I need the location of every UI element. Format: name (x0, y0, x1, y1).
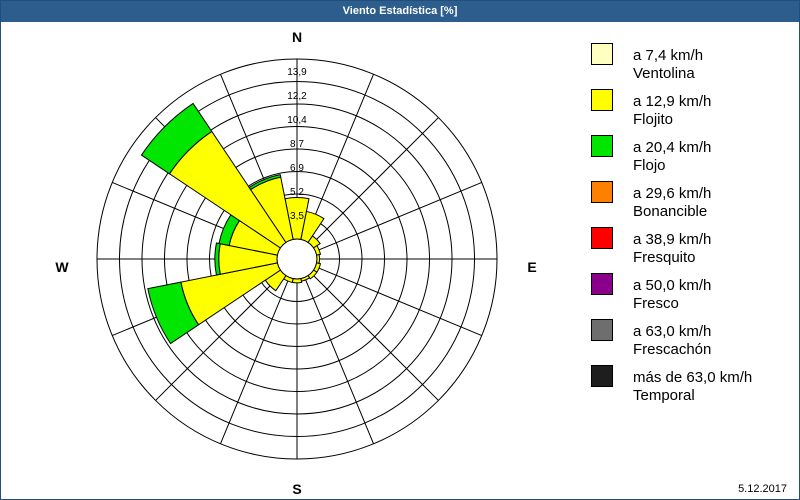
legend-name-label: Ventolina (633, 65, 695, 82)
wind-petal-segment (307, 269, 318, 280)
legend-name-label: Fresquito (633, 249, 696, 266)
wind-petal-segment (300, 274, 311, 282)
legend-swatch (591, 43, 613, 65)
ring-value-label: 3,5 (290, 211, 304, 222)
wind-petal-segment (147, 281, 200, 345)
legend-swatch (591, 319, 613, 341)
compass-north-label: N (292, 29, 302, 45)
window-title: Viento Estadística [%] (1, 1, 799, 22)
grid-spoke (310, 117, 439, 246)
grid-spoke (304, 74, 374, 241)
legend-speed-label: a 63,0 km/h (633, 323, 712, 340)
ring-value-label: 10,4 (287, 115, 307, 126)
wind-petal-segment (284, 197, 310, 240)
legend-speed-label: a 20,4 km/h (633, 139, 712, 156)
wind-petal-segment (140, 102, 213, 175)
wind-petal-segment (307, 235, 321, 249)
legend-speed-label: a 50,0 km/h (633, 277, 712, 294)
legend-name-label: Fresco (633, 295, 679, 312)
legend-swatch (591, 89, 613, 111)
grid-spoke (304, 277, 374, 444)
legend-speed-label: a 7,4 km/h (633, 47, 704, 64)
wind-petal-segment (300, 210, 325, 244)
chart-labels: 13,9 12,2 10,4 8,7 6,9 5,2 3,5 (287, 67, 307, 222)
legend-swatch (591, 273, 613, 295)
wind-rose-chart: 13,9 12,2 10,4 8,7 6,9 5,2 3,5 N E S W (55, 29, 536, 497)
compass-east-label: E (527, 259, 536, 275)
grid-spoke (155, 272, 284, 401)
grid-spoke (220, 277, 290, 444)
ring-value-label: 8,7 (290, 139, 304, 150)
chart-petals (140, 102, 325, 345)
grid-spoke (310, 272, 439, 401)
footer-date: 5.12.2017 (738, 483, 787, 495)
ring-value-label: 12,2 (287, 91, 307, 102)
legend-name-label: Flojito (633, 111, 674, 128)
wind-petal-segment (214, 242, 221, 276)
legend-speed-label: a 12,9 km/h (633, 93, 712, 110)
wind-petal-segment (316, 254, 321, 264)
chart-grid (96, 58, 498, 460)
legend-swatch (591, 181, 613, 203)
legend-name-label: Frescachón (633, 341, 712, 358)
grid-spoke (315, 182, 482, 252)
legend-swatch (591, 135, 613, 157)
legend-speed-label: a 38,9 km/h (633, 231, 712, 248)
grid-spoke (315, 266, 482, 336)
legend-name-label: Temporal (633, 387, 695, 404)
legend-swatch (591, 365, 613, 387)
compass-south-label: S (292, 481, 301, 497)
ring-value-label: 5,2 (290, 187, 304, 198)
ring-value-label: 6,9 (290, 163, 304, 174)
wind-petal-segment (248, 174, 282, 191)
wind-petal-segment (312, 245, 322, 256)
compass-west-label: W (55, 259, 69, 275)
legend-swatch (591, 227, 613, 249)
legend-name-label: Flojo (633, 157, 666, 174)
legend-speed-label: más de 63,0 km/h (633, 369, 753, 386)
ring-value-label: 13,9 (287, 67, 307, 78)
legend-name-label: Bonancible (633, 203, 708, 220)
legend-speed-label: a 29,6 km/h (633, 185, 712, 202)
wind-petal-segment (291, 278, 303, 284)
